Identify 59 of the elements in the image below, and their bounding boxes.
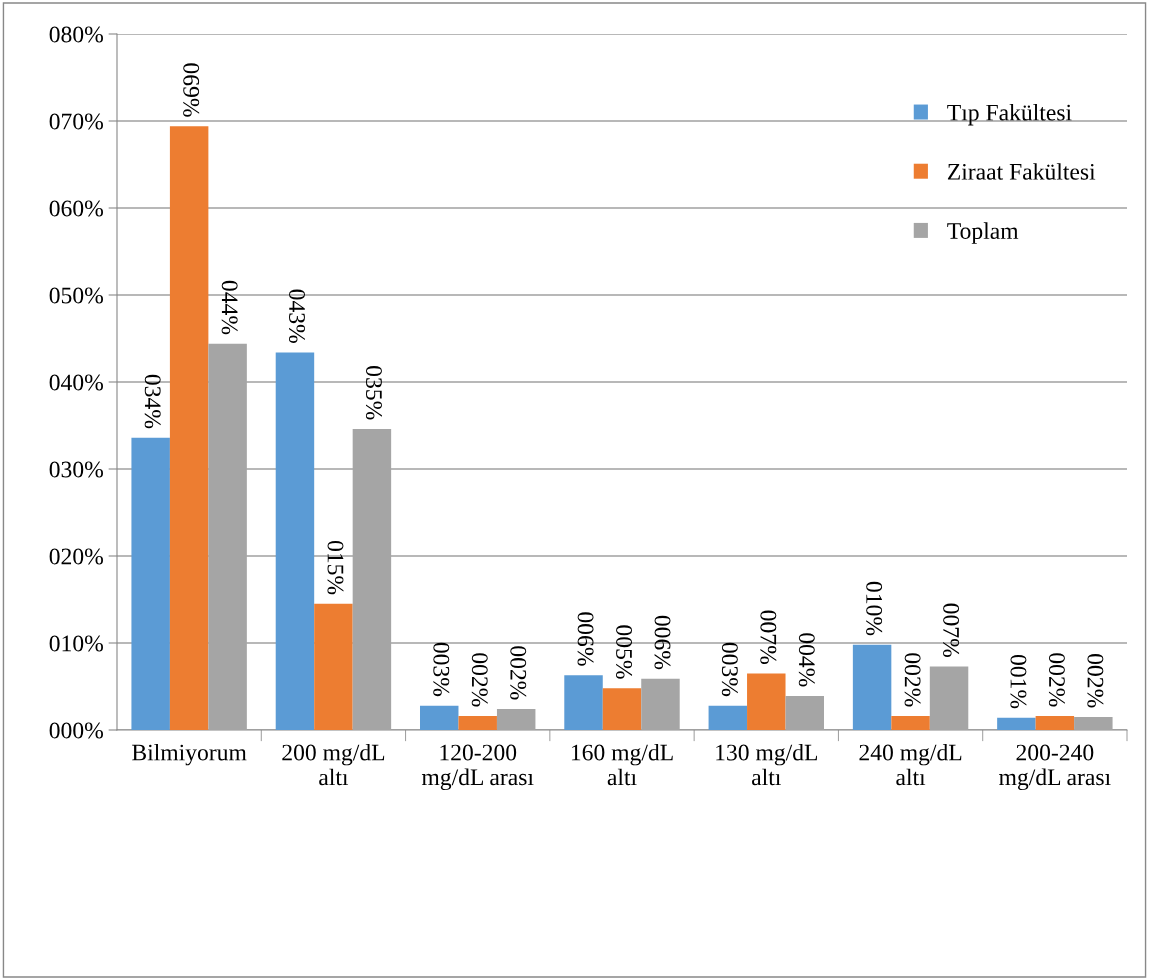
- legend-label: Ziraat Fakültesi: [947, 163, 1096, 180]
- y-tick-label: 050%: [49, 287, 103, 304]
- data-label: 002%: [471, 653, 488, 707]
- data-label: 010%: [866, 581, 883, 636]
- data-label: 044%: [221, 280, 238, 335]
- bar: [131, 437, 170, 730]
- data-label: 006%: [654, 615, 671, 670]
- bar: [314, 603, 353, 730]
- x-tick-label: 200 mg/dL altı: [282, 743, 385, 786]
- bar: [564, 675, 603, 730]
- bar: [641, 678, 680, 730]
- legend-label: Tıp Fakültesi: [947, 103, 1072, 126]
- bar: [420, 705, 459, 730]
- y-tick-label: 070%: [49, 113, 103, 130]
- bar: [458, 716, 497, 730]
- x-tick-label: 130 mg/dL altı: [716, 743, 818, 786]
- data-label: 069%: [183, 63, 200, 117]
- y-tick-label: 000%: [49, 722, 103, 739]
- data-label: 002%: [904, 653, 921, 707]
- bar: [997, 717, 1036, 730]
- bar: [785, 696, 824, 730]
- bar: [1035, 716, 1075, 730]
- bar: [275, 352, 315, 730]
- bar: [747, 673, 786, 730]
- x-tick-label: 160 mg/dL altı: [571, 743, 673, 786]
- data-label: 003%: [433, 642, 450, 697]
- x-tick-label: 200-240 mg/dL arası: [999, 744, 1111, 791]
- data-label: 002%: [1087, 654, 1104, 708]
- bar: [891, 716, 930, 730]
- data-label: 006%: [577, 612, 594, 666]
- data-label: 001%: [1010, 654, 1027, 709]
- data-label: 015%: [327, 540, 344, 595]
- data-label: 035%: [365, 366, 382, 420]
- data-label: 007%: [943, 603, 960, 657]
- data-label: 007%: [760, 610, 777, 664]
- bar: [1074, 716, 1113, 730]
- y-tick-label: 040%: [49, 374, 103, 391]
- data-label: 003%: [721, 642, 738, 697]
- y-tick-label: 030%: [49, 461, 103, 478]
- x-tick-label: 240 mg/dL altı: [859, 743, 962, 786]
- data-label: 002%: [1048, 653, 1065, 707]
- bar: [852, 644, 892, 730]
- x-tick-label: 120-200 mg/dL arası: [421, 744, 534, 791]
- y-tick-label: 080%: [49, 26, 103, 43]
- legend-label: Toplam: [947, 222, 1019, 244]
- data-label: 005%: [616, 625, 633, 679]
- bar: [169, 126, 209, 730]
- data-label: 034%: [144, 374, 161, 429]
- y-tick-label: 060%: [49, 200, 103, 217]
- x-tick-label: Bilmiyorum: [132, 743, 247, 766]
- data-label: 002%: [510, 646, 527, 700]
- y-tick-label: 020%: [49, 548, 103, 565]
- bar: [708, 705, 748, 730]
- data-label: 004%: [798, 633, 815, 687]
- bar: [602, 688, 642, 730]
- bar: [496, 709, 536, 730]
- y-tick-label: 010%: [49, 635, 103, 652]
- bar: [929, 666, 969, 730]
- data-label: 043%: [288, 289, 305, 343]
